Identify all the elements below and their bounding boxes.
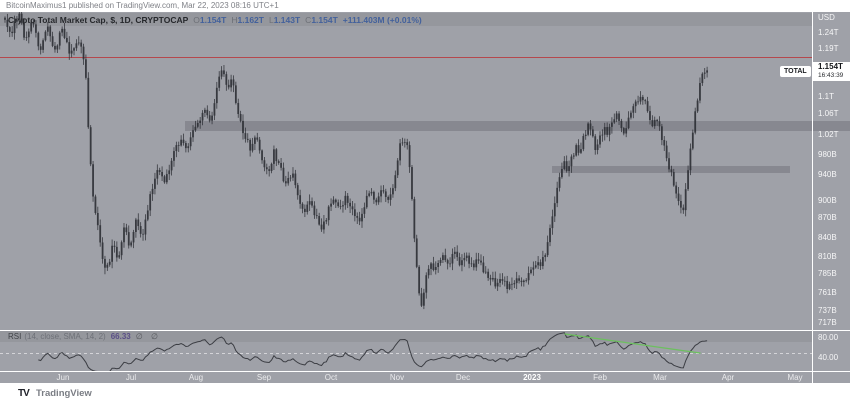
rsi-title: RSI — [8, 332, 22, 341]
time-axis-label: Apr — [721, 373, 735, 382]
price-axis-label: 900B — [818, 196, 837, 205]
time-axis-label: Mar — [653, 373, 667, 382]
price-axis-label: 1.1T — [818, 92, 835, 101]
time-axis-label: Jun — [56, 373, 70, 382]
time-axis-label: Aug — [188, 373, 204, 382]
tradingview-logo[interactable]: TV — [18, 388, 30, 399]
price-axis[interactable]: USD 1.24T 1.19T 1.1T 1.06T 1.02T 980B 940B 900B 8… — [812, 12, 850, 371]
time-axis[interactable]: Jun Jul Aug Sep Oct Nov Dec 2023 Feb Mar Apr May — [0, 372, 812, 383]
time-axis-label: Feb — [593, 373, 607, 382]
publish-info: BitcoinMaximus1 published on TradingView… — [6, 1, 279, 10]
symbol-legend[interactable]: Crypto Total Market Cap, $, 1D, CRYPTOCA… — [8, 14, 422, 26]
price-axis-label: 1.24T — [818, 28, 839, 37]
price-axis-label: 940B — [818, 170, 837, 179]
price-axis-label: 80.00 — [818, 333, 839, 342]
time-axis-label: 2023 — [523, 373, 541, 382]
ohlc-values: O1.154T H1.162T L1.143T C1.154T — [193, 15, 343, 25]
price-axis-label: 1.06T — [818, 109, 839, 118]
time-axis-label: Dec — [455, 373, 471, 382]
price-axis-label: 737B — [818, 306, 837, 315]
price-axis-label: 980B — [818, 150, 837, 159]
price-axis-label: 1.19T — [818, 44, 839, 53]
pane-separator[interactable] — [0, 330, 850, 331]
change-value: +111.403M (+0.01%) — [342, 15, 422, 25]
time-axis-label: Nov — [389, 373, 405, 382]
bar-countdown: 16:43:39 — [818, 72, 844, 79]
ohlc-item: C1.154T — [305, 15, 338, 25]
time-axis-label: May — [787, 373, 803, 382]
price-axis-label: 1.02T — [818, 130, 839, 139]
tradingview-brand[interactable]: TradingView — [36, 388, 92, 399]
footer: TV TradingView — [0, 383, 850, 404]
rsi-legend[interactable]: RSI (14, close, SMA, 14, 2) 66.33 ∅ ∅ — [8, 331, 161, 342]
ohlc-item: H1.162T — [231, 15, 264, 25]
rsi-params: (14, close, SMA, 14, 2) — [24, 332, 106, 341]
ohlc-item: O1.154T — [193, 15, 227, 25]
price-axis-label: 840B — [818, 233, 837, 242]
time-axis-label: Oct — [324, 373, 338, 382]
last-price-label: 1.154T 16:43:39 — [813, 62, 850, 81]
price-axis-label: 761B — [818, 288, 837, 297]
price-axis-label: 870B — [818, 213, 837, 222]
time-axis-label: Jul — [125, 373, 137, 382]
price-axis-label: 40.00 — [818, 353, 839, 362]
total-symbol-tag: TOTAL — [780, 66, 811, 77]
price-axis-label: 717B — [818, 318, 837, 327]
symbol-title[interactable]: Crypto Total Market Cap, $, 1D, CRYPTOCA… — [8, 15, 189, 25]
price-axis-label: USD — [818, 13, 835, 22]
price-scale-separator — [812, 12, 813, 383]
time-axis-label: Sep — [256, 373, 272, 382]
rsi-value: 66.33 — [110, 332, 131, 341]
chart-canvas[interactable] — [0, 12, 850, 383]
axis-separator — [0, 371, 850, 372]
ohlc-item: L1.143T — [268, 15, 301, 25]
price-axis-label: 785B — [818, 269, 837, 278]
last-price: 1.154T — [818, 62, 843, 71]
price-axis-label: 810B — [818, 252, 837, 261]
rsi-extra-values: ∅ ∅ — [135, 332, 161, 341]
